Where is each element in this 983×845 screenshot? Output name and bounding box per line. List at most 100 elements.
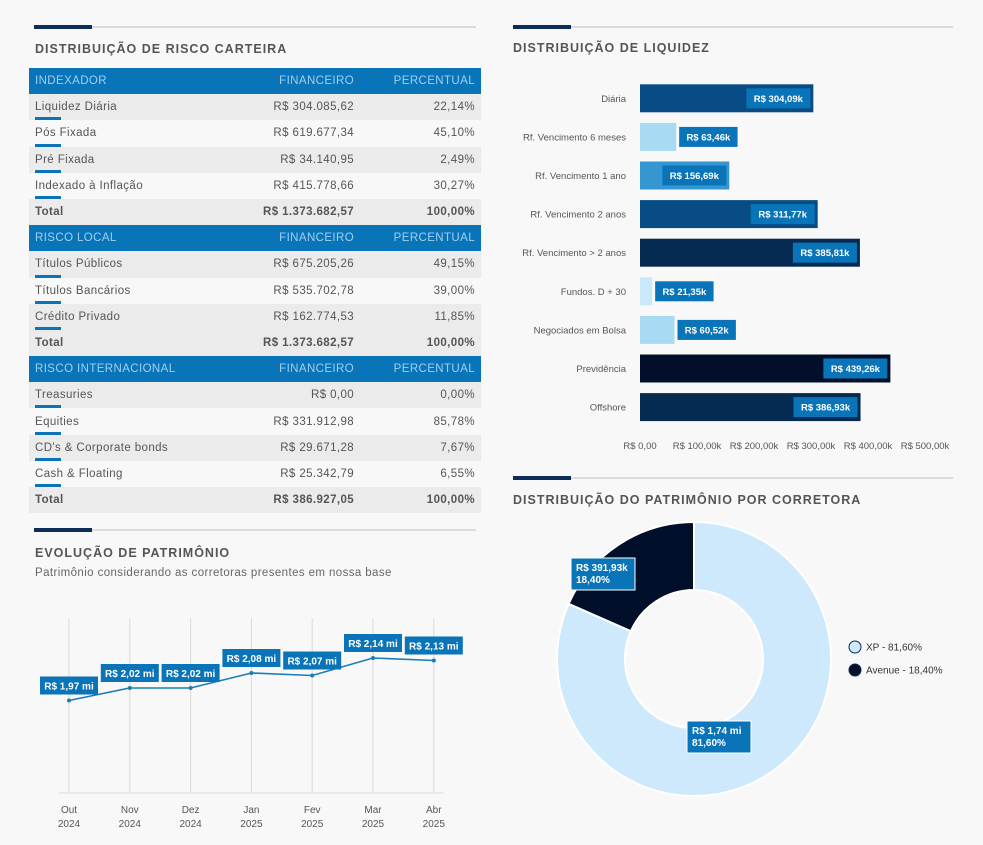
- table-cell: CD's & Corporate bonds: [29, 434, 227, 462]
- header-cell: PERCENTUAL: [360, 225, 481, 252]
- legend-marker: [848, 663, 862, 677]
- table-row: Títulos Públicos R$ 675.205,26 49,15%: [29, 251, 481, 278]
- bar-value-label-bg: [677, 319, 736, 340]
- point-value-label: R$ 2,13 mi: [409, 642, 459, 653]
- bar-value-label-bg: [823, 358, 888, 379]
- x-tick-year: 2025: [362, 819, 385, 830]
- table-cell: 22,14%: [360, 94, 481, 121]
- evolution-section-subtitle: Patrimônio considerando as corretoras pr…: [35, 567, 392, 579]
- data-point: [67, 698, 71, 703]
- slice-label-bg: [686, 720, 752, 754]
- point-value-label: R$ 2,02 mi: [166, 669, 216, 680]
- data-point: [310, 673, 315, 678]
- bar-category-label: Rf. Vencimento 1 ano: [535, 171, 626, 182]
- table-cell: 7,67%: [360, 434, 481, 461]
- table-cell: R$ 304.085,62: [226, 94, 361, 121]
- header-cell: RISCO INTERNACIONAL: [29, 356, 227, 383]
- slice-label-bg: [570, 557, 636, 591]
- table-cell: 2,49%: [360, 146, 481, 173]
- table-row: Títulos Bancários R$ 535.702,78 39,00%: [29, 277, 481, 304]
- legend-label: Avenue - 18,40%: [866, 666, 943, 677]
- point-label-bg: [283, 651, 342, 670]
- bar-value-label-bg: [679, 126, 738, 147]
- header-cell: PERCENTUAL: [360, 68, 481, 95]
- risk-section-rule: [34, 25, 476, 29]
- table-cell: Pós Fixada: [29, 120, 227, 147]
- table-cell: R$ 0,00: [226, 382, 361, 409]
- data-point: [188, 686, 193, 690]
- point-label-bg: [344, 634, 402, 652]
- evolution-section-rule: [34, 528, 476, 532]
- data-point: [371, 656, 375, 660]
- total-cell: Total: [29, 329, 227, 357]
- table-row: Treasuries R$ 0,00 0,00%: [29, 382, 481, 409]
- bar-value-label: R$ 63,46k: [686, 132, 731, 143]
- legend-marker: [848, 640, 862, 654]
- point-value-label: R$ 2,14 mi: [348, 639, 398, 650]
- table-cell: R$ 29.671,28: [226, 434, 361, 461]
- table-row: Pós Fixada R$ 619.677,34 45,10%: [29, 120, 481, 147]
- bar-category-label: Rf. Vencimento 2 anos: [530, 210, 626, 221]
- table-row: Pré Fixada R$ 34.140,95 2,49%: [29, 146, 481, 173]
- bar-value-label: R$ 311,77k: [758, 210, 807, 221]
- x-tick-year: 2024: [179, 819, 202, 830]
- point-value-label: R$ 2,08 mi: [227, 654, 277, 665]
- liquidity-section-rule: [513, 25, 953, 29]
- table-cell: R$ 415.778,66: [226, 172, 361, 199]
- bar-value-label: R$ 156,69k: [670, 171, 720, 182]
- table-cell: Cash & Floating: [29, 460, 227, 488]
- total-cell: R$ 386.927,05: [226, 487, 361, 514]
- table-cell: Liquidez Diária: [29, 94, 227, 121]
- x-tick-month: Dez: [182, 805, 200, 816]
- bar-category-label: Diária: [601, 94, 627, 105]
- table-cell: 6,55%: [360, 460, 481, 487]
- table-cell: R$ 675.205,26: [226, 251, 361, 278]
- total-cell: 100,00%: [360, 487, 481, 514]
- slice-percent-label: 81,60%: [692, 738, 726, 749]
- x-tick-label: R$ 500,00k: [901, 441, 950, 452]
- table-cell: 39,00%: [360, 277, 481, 304]
- total-cell: R$ 1.373.682,57: [226, 329, 361, 357]
- header-cell: FINANCEIRO: [226, 356, 361, 383]
- slice-percent-label: 18,40%: [576, 575, 610, 586]
- point-label-bg: [222, 649, 281, 667]
- x-tick-year: 2025: [423, 819, 446, 830]
- risk-table-header: RISCO INTERNACIONAL FINANCEIRO PERCENTUAL: [29, 356, 481, 383]
- x-tick-year: 2024: [58, 819, 81, 830]
- x-tick-month: Abr: [426, 805, 442, 816]
- data-point: [431, 658, 436, 663]
- bar-value-label-bg: [655, 281, 714, 302]
- table-cell: 30,27%: [360, 172, 481, 199]
- table-cell: Equities: [29, 408, 227, 435]
- bar-value-label: R$ 304,09k: [754, 94, 804, 105]
- bar-category-label: Rf. Vencimento > 2 anos: [522, 248, 626, 259]
- table-cell: Pré Fixada: [29, 146, 227, 173]
- table-cell: Crédito Privado: [29, 303, 227, 331]
- liquidity-bar: [640, 277, 653, 306]
- total-cell: Total: [29, 198, 227, 226]
- table-row: Indexado à Inflação R$ 415.778,66 30,27%: [29, 172, 481, 200]
- table-cell: 11,85%: [360, 303, 481, 330]
- bar-value-label: R$ 60,52k: [685, 325, 730, 336]
- x-tick-label: R$ 200,00k: [730, 441, 779, 452]
- bar-category-label: Offshore: [590, 403, 626, 414]
- liquidity-section-title: DISTRIBUIÇÃO DE LIQUIDEZ: [513, 41, 710, 55]
- broker-section-title: DISTRIBUIÇÃO DO PATRIMÔNIO POR CORRETORA: [513, 493, 862, 507]
- point-label-bg: [404, 636, 463, 655]
- table-cell: 45,10%: [360, 120, 481, 147]
- point-value-label: R$ 1,97 mi: [44, 682, 94, 693]
- bar-value-label-bg: [746, 88, 811, 109]
- table-cell: 49,15%: [360, 251, 481, 278]
- header-cell: FINANCEIRO: [226, 68, 361, 95]
- bar-category-label: Rf. Vencimento 6 meses: [523, 132, 626, 143]
- x-tick-year: 2025: [301, 819, 324, 830]
- bar-value-label-bg: [662, 165, 727, 186]
- table-total-row: Total R$ 1.373.682,57 100,00%: [29, 329, 481, 357]
- table-row: CD's & Corporate bonds R$ 29.671,28 7,67%: [29, 434, 481, 462]
- total-cell: 100,00%: [360, 329, 481, 357]
- table-cell: R$ 619.677,34: [226, 120, 361, 147]
- header-cell: FINANCEIRO: [226, 225, 361, 252]
- x-tick-month: Out: [61, 805, 77, 816]
- donut-slice: [556, 520, 832, 797]
- header-cell: INDEXADOR: [29, 68, 227, 95]
